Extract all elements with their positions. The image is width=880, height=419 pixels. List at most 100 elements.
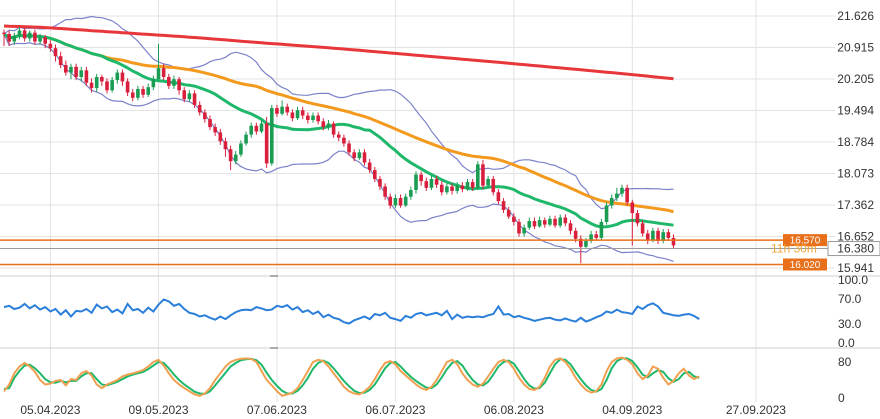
candle[interactable] [563, 214, 568, 227]
candle[interactable] [424, 177, 429, 191]
candle[interactable] [455, 182, 459, 194]
candle[interactable] [476, 161, 480, 191]
candle[interactable] [100, 74, 104, 86]
candle[interactable] [501, 198, 506, 214]
candle[interactable] [393, 194, 398, 208]
candle[interactable] [22, 28, 27, 42]
candle[interactable] [532, 217, 537, 230]
candle[interactable] [125, 78, 130, 97]
candle[interactable] [470, 178, 475, 191]
candle[interactable] [306, 112, 310, 124]
candle[interactable] [321, 118, 326, 131]
candle[interactable] [522, 224, 526, 237]
candle[interactable] [481, 159, 485, 190]
candle[interactable] [491, 175, 496, 196]
candle[interactable] [450, 183, 454, 195]
candle[interactable] [43, 34, 47, 49]
candle[interactable] [599, 218, 604, 240]
candle[interactable] [115, 69, 120, 84]
candle[interactable] [84, 66, 89, 86]
candle[interactable] [542, 217, 547, 228]
candle[interactable] [378, 175, 382, 191]
candle[interactable] [254, 122, 259, 135]
candle[interactable] [460, 182, 465, 193]
candle[interactable] [671, 234, 676, 249]
candle[interactable] [527, 217, 532, 230]
candle[interactable] [228, 145, 233, 171]
candle[interactable] [141, 85, 145, 98]
candle[interactable] [625, 184, 629, 206]
candle[interactable] [223, 137, 228, 157]
candle[interactable] [548, 215, 552, 227]
candle[interactable] [177, 76, 181, 95]
candle[interactable] [506, 206, 511, 219]
candle[interactable] [630, 199, 635, 246]
candle[interactable] [79, 66, 84, 82]
candle[interactable] [445, 183, 449, 195]
candle[interactable] [167, 73, 171, 89]
candle[interactable] [295, 106, 300, 120]
candle[interactable] [69, 63, 73, 80]
candle[interactable] [414, 171, 418, 194]
candle[interactable] [120, 69, 125, 86]
candle[interactable] [553, 215, 557, 228]
candle[interactable] [465, 178, 470, 191]
candle[interactable] [156, 43, 161, 82]
candle[interactable] [38, 33, 42, 45]
candle[interactable] [285, 103, 290, 116]
candle[interactable] [342, 134, 346, 147]
candle[interactable] [604, 202, 609, 225]
candle[interactable] [300, 106, 305, 120]
candle[interactable] [352, 149, 356, 162]
candle[interactable] [187, 90, 192, 102]
candle[interactable] [12, 32, 17, 45]
candle[interactable] [558, 214, 562, 228]
candle[interactable] [398, 194, 403, 208]
candle[interactable] [203, 109, 207, 123]
candle[interactable] [594, 230, 599, 242]
candle[interactable] [347, 140, 351, 156]
candle[interactable] [270, 104, 274, 166]
candle[interactable] [512, 213, 516, 226]
candle[interactable] [7, 30, 11, 46]
candle[interactable] [666, 229, 671, 242]
candle[interactable] [58, 51, 63, 69]
candle[interactable] [388, 193, 393, 209]
candle[interactable] [336, 131, 341, 142]
candle[interactable] [615, 187, 619, 202]
candle[interactable] [326, 119, 331, 131]
candle[interactable] [383, 183, 387, 200]
candle[interactable] [403, 193, 408, 207]
candle[interactable] [213, 123, 217, 136]
candle[interactable] [275, 104, 279, 117]
candle[interactable] [496, 189, 501, 205]
candle[interactable] [589, 230, 593, 244]
candle[interactable] [48, 40, 53, 52]
candle[interactable] [192, 90, 197, 109]
candle[interactable] [419, 171, 423, 186]
candle[interactable] [331, 121, 336, 138]
candle[interactable] [53, 44, 58, 62]
candle[interactable] [259, 119, 264, 134]
candle[interactable] [568, 220, 573, 235]
candle[interactable] [64, 60, 68, 76]
candle[interactable] [17, 26, 22, 40]
candle[interactable] [94, 73, 99, 92]
candle[interactable] [74, 63, 78, 81]
candle[interactable] [409, 186, 413, 200]
candle[interactable] [136, 85, 140, 101]
candle[interactable] [362, 149, 367, 166]
candle[interactable] [620, 184, 624, 197]
candle[interactable] [89, 78, 94, 93]
candle[interactable] [130, 88, 135, 102]
candle[interactable] [373, 166, 377, 183]
candle[interactable] [439, 181, 444, 196]
candle[interactable] [517, 218, 521, 237]
candle[interactable] [2, 29, 6, 46]
candle[interactable] [233, 151, 238, 165]
candle[interactable] [218, 128, 223, 145]
candle[interactable] [311, 112, 315, 123]
candle[interactable] [239, 140, 243, 157]
candle[interactable] [661, 229, 665, 244]
